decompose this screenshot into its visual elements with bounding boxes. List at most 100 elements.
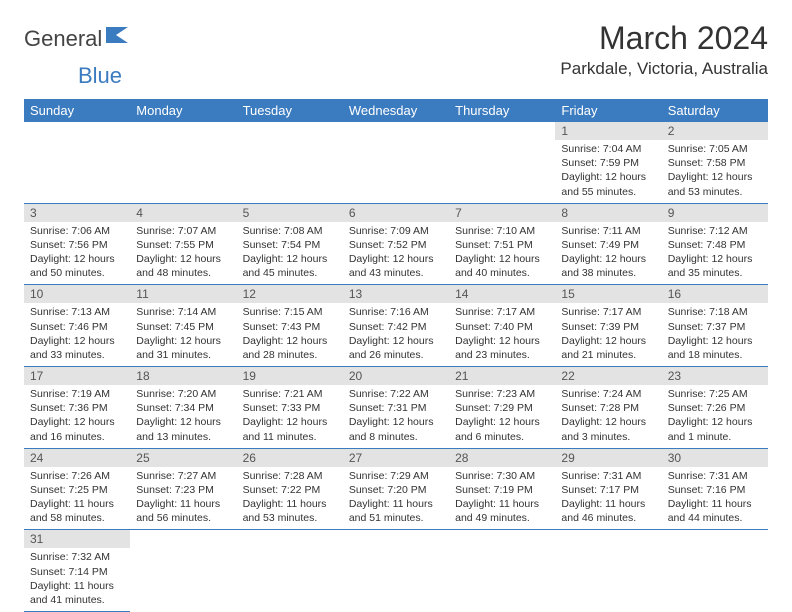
day-number: 26 <box>237 449 343 467</box>
weekday-header: Tuesday <box>237 99 343 122</box>
day-number: 28 <box>449 449 555 467</box>
day-number: 29 <box>555 449 661 467</box>
calendar-cell: 4Sunrise: 7:07 AMSunset: 7:55 PMDaylight… <box>130 203 236 285</box>
calendar-cell: 6Sunrise: 7:09 AMSunset: 7:52 PMDaylight… <box>343 203 449 285</box>
calendar-cell: 18Sunrise: 7:20 AMSunset: 7:34 PMDayligh… <box>130 367 236 449</box>
month-title: March 2024 <box>560 20 768 57</box>
calendar-cell <box>449 122 555 203</box>
day-details: Sunrise: 7:12 AMSunset: 7:48 PMDaylight:… <box>662 222 768 285</box>
day-number: 27 <box>343 449 449 467</box>
day-number: 3 <box>24 204 130 222</box>
day-number: 23 <box>662 367 768 385</box>
calendar-cell <box>449 530 555 612</box>
day-number: 10 <box>24 285 130 303</box>
day-details: Sunrise: 7:16 AMSunset: 7:42 PMDaylight:… <box>343 303 449 366</box>
title-block: March 2024 Parkdale, Victoria, Australia <box>560 20 768 79</box>
calendar-cell: 15Sunrise: 7:17 AMSunset: 7:39 PMDayligh… <box>555 285 661 367</box>
calendar-cell <box>343 530 449 612</box>
day-details: Sunrise: 7:14 AMSunset: 7:45 PMDaylight:… <box>130 303 236 366</box>
day-number: 24 <box>24 449 130 467</box>
calendar-cell: 26Sunrise: 7:28 AMSunset: 7:22 PMDayligh… <box>237 448 343 530</box>
location: Parkdale, Victoria, Australia <box>560 59 768 79</box>
calendar-cell: 23Sunrise: 7:25 AMSunset: 7:26 PMDayligh… <box>662 367 768 449</box>
flag-icon <box>106 25 132 50</box>
day-details: Sunrise: 7:15 AMSunset: 7:43 PMDaylight:… <box>237 303 343 366</box>
calendar-cell <box>24 122 130 203</box>
day-details: Sunrise: 7:26 AMSunset: 7:25 PMDaylight:… <box>24 467 130 530</box>
day-number: 22 <box>555 367 661 385</box>
calendar-cell: 1Sunrise: 7:04 AMSunset: 7:59 PMDaylight… <box>555 122 661 203</box>
logo-text-blue: Blue <box>78 63 122 88</box>
day-details: Sunrise: 7:17 AMSunset: 7:39 PMDaylight:… <box>555 303 661 366</box>
day-details: Sunrise: 7:06 AMSunset: 7:56 PMDaylight:… <box>24 222 130 285</box>
day-details: Sunrise: 7:10 AMSunset: 7:51 PMDaylight:… <box>449 222 555 285</box>
day-number: 1 <box>555 122 661 140</box>
day-details: Sunrise: 7:17 AMSunset: 7:40 PMDaylight:… <box>449 303 555 366</box>
calendar-cell: 10Sunrise: 7:13 AMSunset: 7:46 PMDayligh… <box>24 285 130 367</box>
calendar-row: 24Sunrise: 7:26 AMSunset: 7:25 PMDayligh… <box>24 448 768 530</box>
calendar-row: 3Sunrise: 7:06 AMSunset: 7:56 PMDaylight… <box>24 203 768 285</box>
calendar-cell: 25Sunrise: 7:27 AMSunset: 7:23 PMDayligh… <box>130 448 236 530</box>
day-details: Sunrise: 7:25 AMSunset: 7:26 PMDaylight:… <box>662 385 768 448</box>
day-details: Sunrise: 7:19 AMSunset: 7:36 PMDaylight:… <box>24 385 130 448</box>
day-number: 15 <box>555 285 661 303</box>
day-details: Sunrise: 7:08 AMSunset: 7:54 PMDaylight:… <box>237 222 343 285</box>
day-details: Sunrise: 7:27 AMSunset: 7:23 PMDaylight:… <box>130 467 236 530</box>
day-details: Sunrise: 7:05 AMSunset: 7:58 PMDaylight:… <box>662 140 768 203</box>
calendar-cell: 19Sunrise: 7:21 AMSunset: 7:33 PMDayligh… <box>237 367 343 449</box>
calendar-cell: 2Sunrise: 7:05 AMSunset: 7:58 PMDaylight… <box>662 122 768 203</box>
day-details: Sunrise: 7:18 AMSunset: 7:37 PMDaylight:… <box>662 303 768 366</box>
calendar-cell: 3Sunrise: 7:06 AMSunset: 7:56 PMDaylight… <box>24 203 130 285</box>
day-number: 12 <box>237 285 343 303</box>
calendar-cell: 27Sunrise: 7:29 AMSunset: 7:20 PMDayligh… <box>343 448 449 530</box>
calendar-cell: 14Sunrise: 7:17 AMSunset: 7:40 PMDayligh… <box>449 285 555 367</box>
day-details: Sunrise: 7:23 AMSunset: 7:29 PMDaylight:… <box>449 385 555 448</box>
day-number: 13 <box>343 285 449 303</box>
day-number: 16 <box>662 285 768 303</box>
day-number: 6 <box>343 204 449 222</box>
day-details: Sunrise: 7:11 AMSunset: 7:49 PMDaylight:… <box>555 222 661 285</box>
day-number: 18 <box>130 367 236 385</box>
day-number: 17 <box>24 367 130 385</box>
day-details: Sunrise: 7:28 AMSunset: 7:22 PMDaylight:… <box>237 467 343 530</box>
calendar-cell: 31Sunrise: 7:32 AMSunset: 7:14 PMDayligh… <box>24 530 130 612</box>
day-details: Sunrise: 7:09 AMSunset: 7:52 PMDaylight:… <box>343 222 449 285</box>
calendar-body: 1Sunrise: 7:04 AMSunset: 7:59 PMDaylight… <box>24 122 768 612</box>
day-details: Sunrise: 7:30 AMSunset: 7:19 PMDaylight:… <box>449 467 555 530</box>
calendar-cell <box>130 122 236 203</box>
calendar-cell <box>555 530 661 612</box>
day-number: 4 <box>130 204 236 222</box>
day-number: 5 <box>237 204 343 222</box>
calendar-cell: 20Sunrise: 7:22 AMSunset: 7:31 PMDayligh… <box>343 367 449 449</box>
day-number: 2 <box>662 122 768 140</box>
day-number: 20 <box>343 367 449 385</box>
day-number: 14 <box>449 285 555 303</box>
calendar-cell: 13Sunrise: 7:16 AMSunset: 7:42 PMDayligh… <box>343 285 449 367</box>
day-details: Sunrise: 7:22 AMSunset: 7:31 PMDaylight:… <box>343 385 449 448</box>
day-details: Sunrise: 7:20 AMSunset: 7:34 PMDaylight:… <box>130 385 236 448</box>
day-number: 9 <box>662 204 768 222</box>
calendar-cell <box>343 122 449 203</box>
calendar-cell: 28Sunrise: 7:30 AMSunset: 7:19 PMDayligh… <box>449 448 555 530</box>
day-number: 19 <box>237 367 343 385</box>
weekday-header: Sunday <box>24 99 130 122</box>
calendar-cell <box>662 530 768 612</box>
calendar-cell: 17Sunrise: 7:19 AMSunset: 7:36 PMDayligh… <box>24 367 130 449</box>
calendar-cell: 30Sunrise: 7:31 AMSunset: 7:16 PMDayligh… <box>662 448 768 530</box>
day-details: Sunrise: 7:21 AMSunset: 7:33 PMDaylight:… <box>237 385 343 448</box>
weekday-header: Saturday <box>662 99 768 122</box>
calendar-cell <box>237 530 343 612</box>
day-details: Sunrise: 7:31 AMSunset: 7:17 PMDaylight:… <box>555 467 661 530</box>
weekday-header: Monday <box>130 99 236 122</box>
calendar-cell: 21Sunrise: 7:23 AMSunset: 7:29 PMDayligh… <box>449 367 555 449</box>
logo-text-general: General <box>24 26 102 52</box>
day-number: 11 <box>130 285 236 303</box>
day-details: Sunrise: 7:31 AMSunset: 7:16 PMDaylight:… <box>662 467 768 530</box>
day-number: 21 <box>449 367 555 385</box>
day-details: Sunrise: 7:29 AMSunset: 7:20 PMDaylight:… <box>343 467 449 530</box>
logo: General <box>24 26 134 52</box>
calendar-cell <box>237 122 343 203</box>
day-details: Sunrise: 7:04 AMSunset: 7:59 PMDaylight:… <box>555 140 661 203</box>
day-number: 25 <box>130 449 236 467</box>
day-details: Sunrise: 7:24 AMSunset: 7:28 PMDaylight:… <box>555 385 661 448</box>
